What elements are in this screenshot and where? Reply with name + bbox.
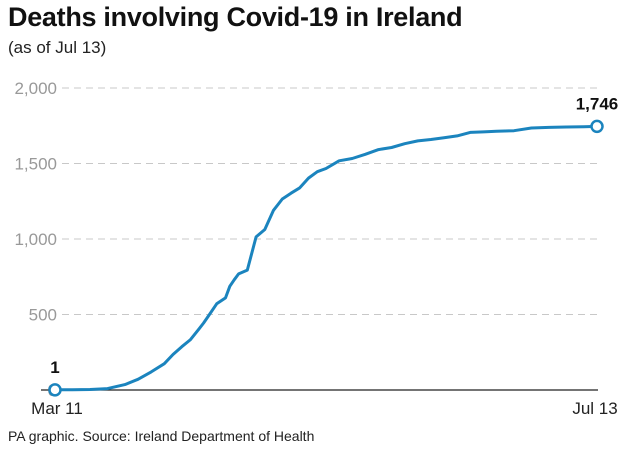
y-tick-label: 500 bbox=[29, 306, 57, 325]
y-tick-label: 2,000 bbox=[14, 79, 57, 98]
chart-title: Deaths involving Covid-19 in Ireland bbox=[8, 2, 463, 32]
y-tick-label: 1,500 bbox=[14, 155, 57, 174]
end-point-marker bbox=[590, 119, 604, 134]
source-note: PA graphic. Source: Ireland Department o… bbox=[8, 428, 315, 444]
x-tick-label: Mar 11 bbox=[31, 399, 83, 418]
start-point-marker bbox=[48, 383, 62, 397]
series-line-deaths bbox=[53, 124, 599, 392]
y-tick-label: 1,000 bbox=[14, 230, 57, 249]
end-value-label: 1,746 bbox=[576, 94, 619, 113]
x-tick-label: Jul 13 bbox=[572, 399, 617, 418]
start-value-label: 1 bbox=[50, 358, 59, 377]
chart-subtitle: (as of Jul 13) bbox=[8, 38, 107, 57]
